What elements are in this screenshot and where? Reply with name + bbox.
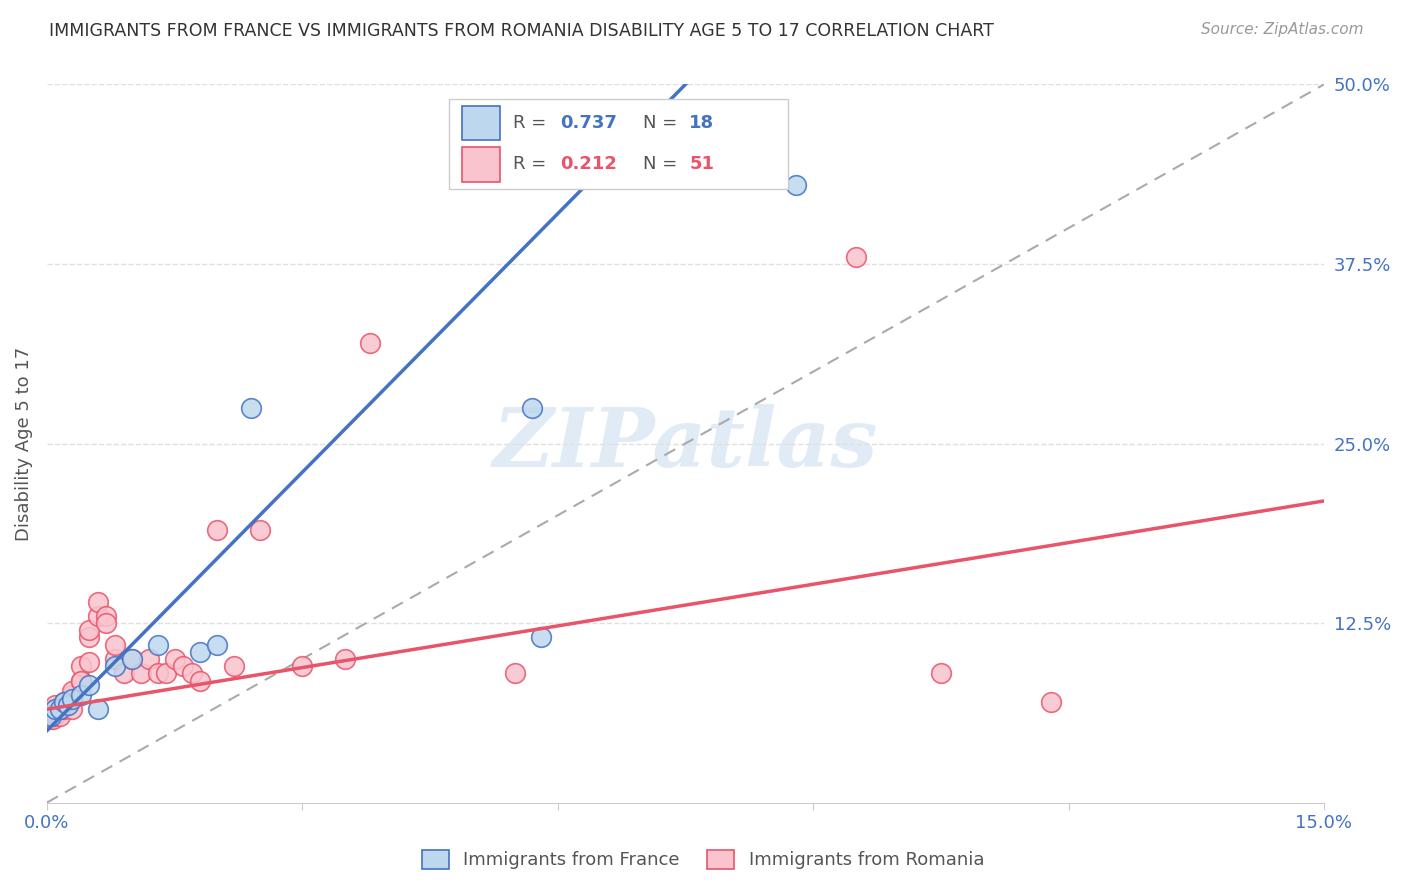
Point — [70, 673, 93, 688]
Point — [129, 666, 152, 681]
Point — [39, 709, 62, 723]
Point — [38, 712, 60, 726]
Point — [79, 655, 101, 669]
Point — [249, 523, 271, 537]
Text: N =: N = — [644, 155, 683, 173]
Point — [79, 678, 101, 692]
Y-axis label: Disability Age 5 to 17: Disability Age 5 to 17 — [15, 346, 32, 541]
Point — [845, 250, 868, 264]
Point — [188, 673, 211, 688]
Point — [39, 709, 62, 723]
Point — [39, 709, 62, 723]
Point — [520, 401, 543, 415]
Point — [224, 659, 246, 673]
Point — [1040, 695, 1063, 709]
Point — [62, 692, 84, 706]
Point — [62, 683, 84, 698]
Text: IMMIGRANTS FROM FRANCE VS IMMIGRANTS FROM ROMANIA DISABILITY AGE 5 TO 17 CORRELA: IMMIGRANTS FROM FRANCE VS IMMIGRANTS FRO… — [49, 22, 994, 40]
Point — [121, 652, 143, 666]
Point — [52, 698, 75, 712]
Legend: Immigrants from France, Immigrants from Romania: Immigrants from France, Immigrants from … — [413, 841, 993, 879]
Point — [180, 666, 202, 681]
Point — [87, 702, 110, 716]
Point — [146, 638, 169, 652]
Point — [96, 608, 118, 623]
Point — [104, 638, 127, 652]
Point — [70, 673, 93, 688]
Point — [104, 659, 127, 673]
Point — [52, 695, 75, 709]
Point — [96, 615, 118, 630]
Point — [503, 666, 526, 681]
Point — [44, 702, 66, 716]
Point — [333, 652, 356, 666]
Point — [79, 631, 101, 645]
Point — [172, 659, 194, 673]
Point — [112, 666, 135, 681]
Point — [41, 706, 63, 721]
Point — [62, 688, 84, 702]
Text: 0.737: 0.737 — [560, 114, 617, 132]
Text: R =: R = — [513, 155, 553, 173]
Text: ZIPatlas: ZIPatlas — [492, 403, 879, 483]
Point — [48, 709, 70, 723]
Point — [104, 652, 127, 666]
Point — [87, 594, 110, 608]
Text: Source: ZipAtlas.com: Source: ZipAtlas.com — [1201, 22, 1364, 37]
Point — [62, 702, 84, 716]
Point — [146, 666, 169, 681]
Point — [70, 659, 93, 673]
Text: 18: 18 — [689, 114, 714, 132]
Point — [785, 178, 807, 192]
Point — [44, 706, 66, 721]
Point — [240, 401, 263, 415]
Point — [42, 712, 65, 726]
Point — [155, 666, 177, 681]
Point — [48, 702, 70, 716]
Point — [52, 702, 75, 716]
Point — [48, 702, 70, 716]
Point — [44, 698, 66, 712]
Point — [42, 709, 65, 723]
Point — [530, 631, 553, 645]
Point — [56, 698, 79, 712]
Point — [359, 336, 381, 351]
Point — [929, 666, 952, 681]
Text: 51: 51 — [689, 155, 714, 173]
Point — [79, 624, 101, 638]
Text: R =: R = — [513, 114, 553, 132]
Point — [62, 692, 84, 706]
Point — [138, 652, 160, 666]
Point — [291, 659, 314, 673]
FancyBboxPatch shape — [463, 147, 501, 182]
Point — [163, 652, 186, 666]
Text: N =: N = — [644, 114, 683, 132]
Text: 0.212: 0.212 — [560, 155, 617, 173]
Point — [44, 702, 66, 716]
Point — [44, 706, 66, 721]
Point — [205, 638, 228, 652]
FancyBboxPatch shape — [449, 99, 787, 188]
Point — [87, 608, 110, 623]
Point — [70, 688, 93, 702]
FancyBboxPatch shape — [463, 106, 501, 140]
Point — [205, 523, 228, 537]
Point — [52, 695, 75, 709]
Point — [188, 645, 211, 659]
Point — [121, 652, 143, 666]
